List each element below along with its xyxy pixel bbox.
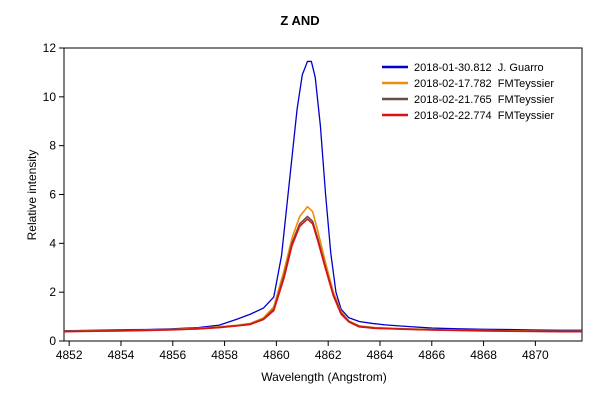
y-axis-label: Relative intensity bbox=[25, 150, 39, 241]
series-line-3 bbox=[63, 215, 582, 333]
series-line-1 bbox=[63, 60, 582, 332]
y-tick-label: 0 bbox=[49, 334, 56, 348]
x-tick-label: 4852 bbox=[56, 348, 83, 362]
x-tick-label: 4860 bbox=[263, 348, 290, 362]
plot-frame bbox=[63, 47, 583, 342]
series-line-4 bbox=[63, 218, 582, 333]
chart-title: Z AND bbox=[280, 13, 319, 28]
legend-label-3: 2018-02-21.765 FMTeyssier bbox=[414, 94, 554, 106]
y-tick-label: 12 bbox=[43, 41, 57, 55]
y-tick-label: 4 bbox=[49, 236, 56, 250]
x-axis-label: Wavelength (Angstrom) bbox=[261, 370, 387, 384]
x-tick-label: 4868 bbox=[470, 348, 497, 362]
x-tick-label: 4862 bbox=[315, 348, 342, 362]
y-axis: 0 2 4 6 8 10 12 bbox=[43, 41, 64, 348]
y-tick-label: 2 bbox=[49, 285, 56, 299]
x-tick-label: 4870 bbox=[522, 348, 549, 362]
legend: 2018-01-30.812 J. Guarro 2018-02-17.782 F… bbox=[382, 62, 554, 122]
x-axis: 4852 4854 4856 4858 4860 4862 4864 4866 4868 4870 bbox=[56, 341, 549, 362]
x-tick-label: 4866 bbox=[418, 348, 445, 362]
x-tick-label: 4858 bbox=[211, 348, 238, 362]
x-tick-label: 4856 bbox=[159, 348, 186, 362]
series-line-2 bbox=[63, 205, 582, 333]
x-tick-label: 4864 bbox=[367, 348, 394, 362]
legend-label-1: 2018-01-30.812 J. Guarro bbox=[414, 62, 544, 74]
y-tick-label: 10 bbox=[43, 90, 57, 104]
series-lines bbox=[63, 60, 582, 333]
legend-label-2: 2018-02-17.782 FMTeyssier bbox=[414, 78, 554, 90]
x-tick-label: 4854 bbox=[108, 348, 135, 362]
plot-area bbox=[63, 47, 583, 342]
legend-label-4: 2018-02-22.774 FMTeyssier bbox=[414, 110, 554, 122]
y-tick-label: 8 bbox=[49, 139, 56, 153]
y-tick-label: 6 bbox=[49, 188, 56, 202]
